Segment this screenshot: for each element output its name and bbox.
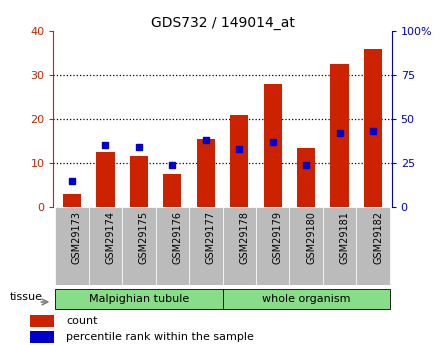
Text: GSM29179: GSM29179 <box>273 211 283 264</box>
Bar <box>55 289 222 309</box>
Bar <box>331 64 349 207</box>
Bar <box>230 115 248 207</box>
Text: GSM29176: GSM29176 <box>172 211 182 264</box>
Text: GSM29181: GSM29181 <box>340 211 350 264</box>
Text: GSM29178: GSM29178 <box>239 211 249 264</box>
Text: Malpighian tubule: Malpighian tubule <box>89 294 189 304</box>
Bar <box>30 331 54 343</box>
Bar <box>297 148 316 207</box>
Text: count: count <box>66 316 98 326</box>
Text: GDS732 / 149014_at: GDS732 / 149014_at <box>150 16 295 30</box>
Bar <box>263 84 282 207</box>
Bar <box>163 174 182 207</box>
Bar <box>55 207 89 285</box>
Bar <box>156 207 189 285</box>
Bar <box>197 139 215 207</box>
Text: GSM29173: GSM29173 <box>72 211 82 264</box>
Bar <box>256 207 289 285</box>
Bar <box>63 194 81 207</box>
Bar <box>222 207 256 285</box>
Text: GSM29180: GSM29180 <box>306 211 316 264</box>
Bar <box>323 207 356 285</box>
Bar <box>129 156 148 207</box>
Text: GSM29174: GSM29174 <box>105 211 115 264</box>
Bar <box>122 207 156 285</box>
Bar <box>189 207 222 285</box>
Text: GSM29177: GSM29177 <box>206 211 216 264</box>
Text: percentile rank within the sample: percentile rank within the sample <box>66 332 254 342</box>
Text: GSM29182: GSM29182 <box>373 211 383 264</box>
Text: tissue: tissue <box>10 292 43 302</box>
Bar <box>222 289 390 309</box>
Bar <box>289 207 323 285</box>
Text: GSM29175: GSM29175 <box>139 211 149 264</box>
Bar <box>356 207 390 285</box>
Bar <box>89 207 122 285</box>
Bar <box>96 152 114 207</box>
Bar <box>30 315 54 327</box>
Text: whole organism: whole organism <box>262 294 351 304</box>
Bar <box>364 49 382 207</box>
